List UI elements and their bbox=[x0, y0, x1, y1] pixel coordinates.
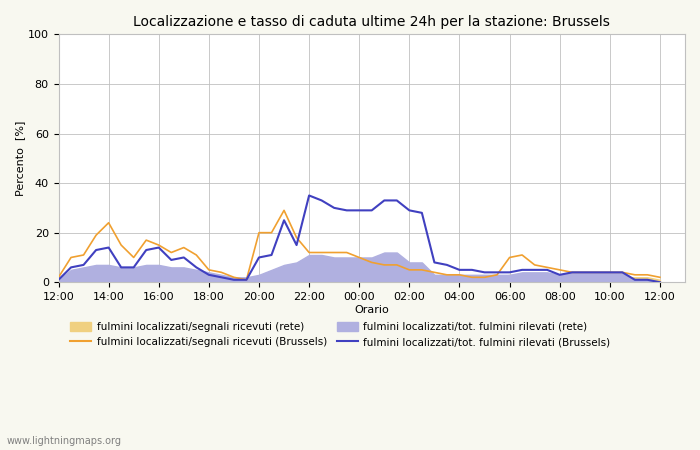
X-axis label: Orario: Orario bbox=[354, 305, 389, 315]
Text: www.lightningmaps.org: www.lightningmaps.org bbox=[7, 436, 122, 446]
Title: Localizzazione e tasso di caduta ultime 24h per la stazione: Brussels: Localizzazione e tasso di caduta ultime … bbox=[133, 15, 610, 29]
Y-axis label: Percento  [%]: Percento [%] bbox=[15, 121, 25, 196]
Legend: fulmini localizzati/segnali ricevuti (rete), fulmini localizzati/segnali ricevut: fulmini localizzati/segnali ricevuti (re… bbox=[66, 317, 615, 351]
